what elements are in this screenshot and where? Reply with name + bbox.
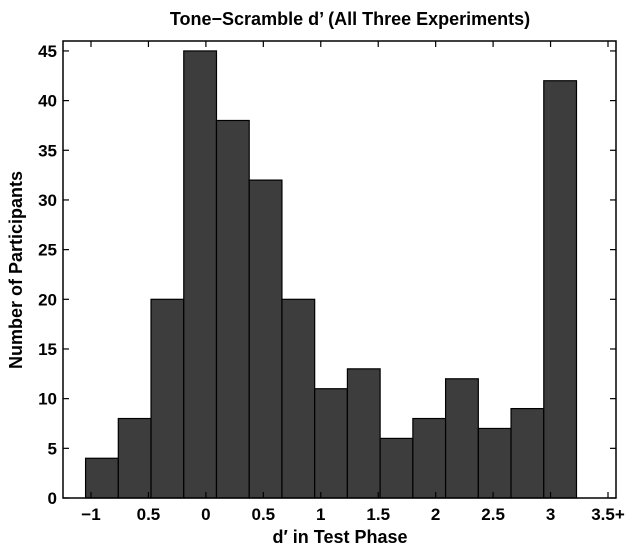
histogram-bar: [346, 368, 381, 499]
x-tick-label: 1: [316, 505, 325, 524]
histogram-bar: [248, 179, 283, 499]
y-tick-label: 40: [38, 92, 57, 111]
x-tick-label: 0.5: [137, 505, 161, 524]
x-tick-label: 2: [431, 505, 440, 524]
x-tick-label: 1.5: [366, 505, 390, 524]
bars-group: [84, 50, 578, 499]
histogram-bar: [183, 50, 218, 499]
histogram-bar: [84, 457, 119, 499]
histogram-bar: [314, 388, 348, 499]
histogram-bar: [117, 417, 152, 499]
y-axis-label: Number of Participants: [6, 171, 26, 369]
y-tick-label: 10: [38, 390, 57, 409]
y-tick-label: 0: [48, 489, 57, 508]
x-tick-label: 0: [201, 505, 210, 524]
x-tick-label: 0.5: [252, 505, 276, 524]
ticks-group: −1 0.5 0 0.5 1 1.5 2 2.5 3 3.5+ 0 5 10 15 20 25 30 35 40 45: [38, 41, 625, 524]
y-tick-label: 30: [38, 191, 57, 210]
y-tick-label: 45: [38, 42, 57, 61]
histogram-bar: [281, 298, 316, 499]
histogram-bar: [412, 417, 447, 499]
y-tick-label: 25: [38, 241, 57, 260]
x-tick-label: 3.5+: [591, 505, 625, 524]
x-axis-label: d′ in Test Phase: [272, 527, 407, 547]
histogram-bar: [444, 378, 479, 499]
x-tick-label: −1: [81, 505, 100, 524]
x-tick-label: 3: [546, 505, 555, 524]
histogram-bar: [215, 119, 250, 499]
histogram-bar: [379, 437, 414, 499]
histogram-bar: [477, 427, 512, 499]
y-tick-label: 5: [48, 439, 57, 458]
x-tick-label: 2.5: [481, 505, 505, 524]
y-tick-label: 20: [38, 290, 57, 309]
histogram-bar: [510, 407, 545, 499]
axes-frame: [62, 40, 617, 499]
histogram-bar: [543, 80, 578, 499]
y-tick-label: 35: [38, 141, 57, 160]
chart-title: Tone−Scramble d’ (All Three Experiments): [170, 9, 530, 29]
y-tick-label: 15: [38, 340, 57, 359]
histogram-bar: [150, 298, 185, 499]
